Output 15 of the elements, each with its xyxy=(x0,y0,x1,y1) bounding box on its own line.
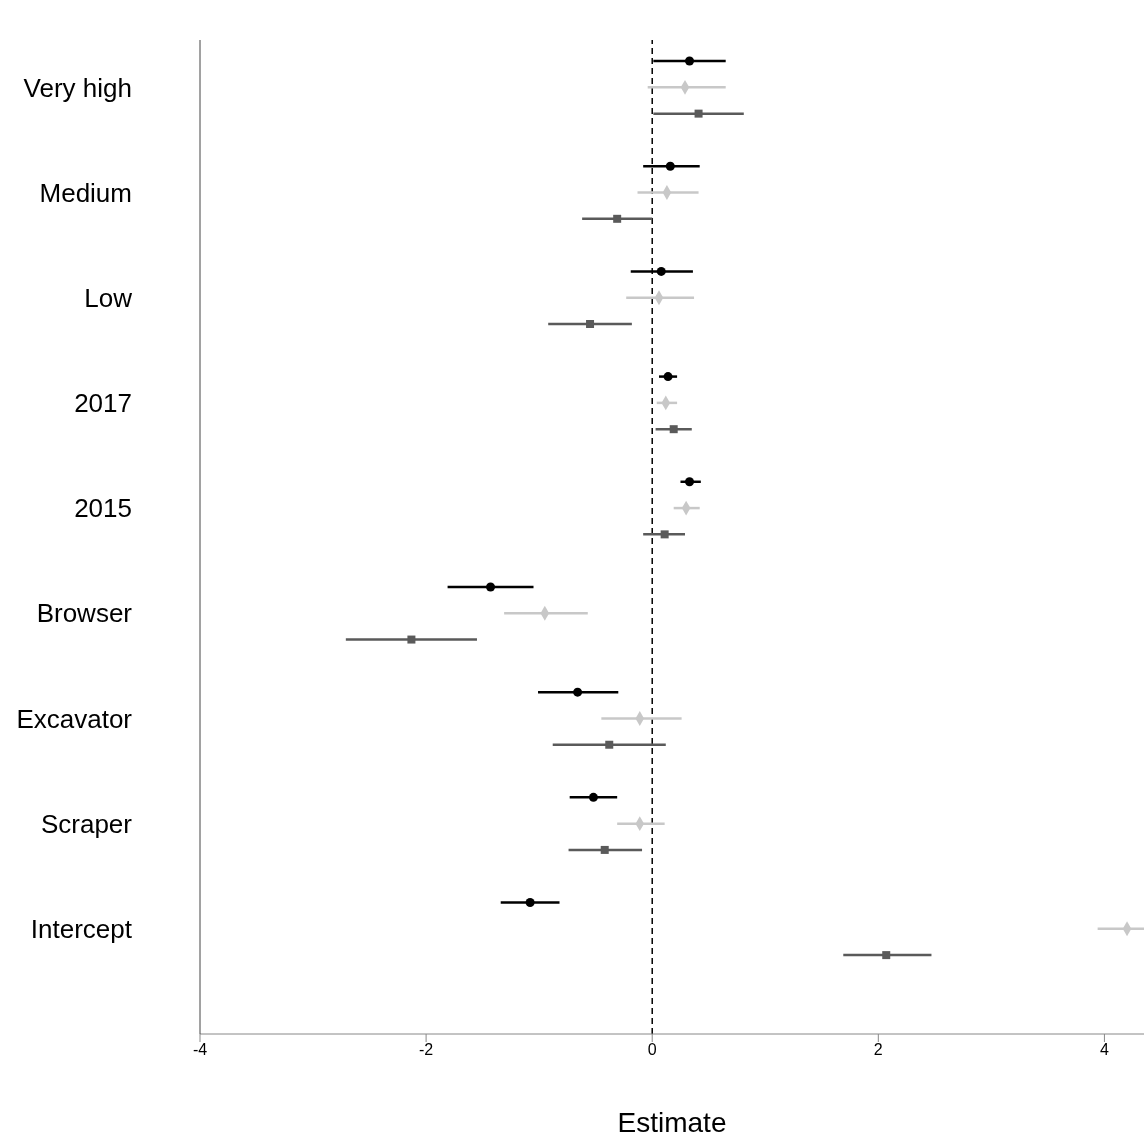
x-tick-label: 0 xyxy=(647,1041,657,1059)
x-tick-label: 4 xyxy=(1099,1041,1109,1059)
y-tick-label: Browser xyxy=(36,598,133,629)
y-tick-label: 2015 xyxy=(74,493,132,524)
y-tick-label: Very high xyxy=(23,72,132,103)
y-tick-label: Low xyxy=(84,282,133,313)
x-tick-label: -2 xyxy=(418,1041,434,1059)
y-tick-label: Excavator xyxy=(16,703,133,734)
x-tick-label: -4 xyxy=(192,1041,208,1059)
y-tick-label: Intercept xyxy=(30,914,133,945)
x-tick-label: 2 xyxy=(873,1041,883,1059)
y-tick-label: Medium xyxy=(39,177,132,208)
x-axis-title: Estimate xyxy=(617,1107,727,1132)
y-tick-label: Scraper xyxy=(40,808,133,839)
y-tick-label: 2017 xyxy=(74,388,132,419)
